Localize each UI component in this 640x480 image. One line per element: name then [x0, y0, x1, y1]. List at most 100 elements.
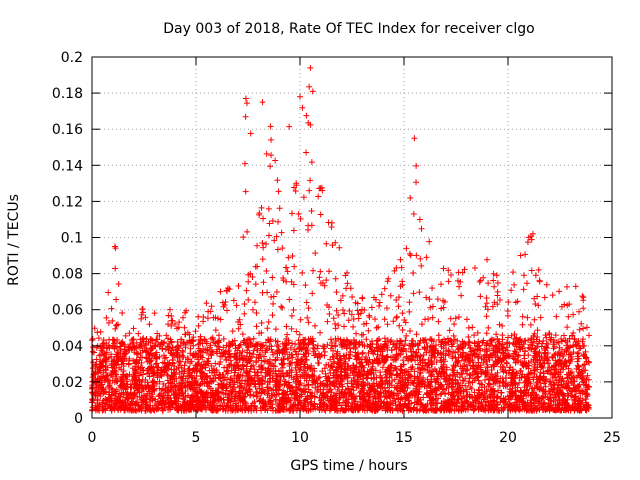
data-point [324, 318, 331, 325]
data-point [284, 268, 291, 275]
data-point [139, 306, 146, 313]
data-point [368, 304, 375, 311]
data-point [236, 316, 243, 323]
data-point [364, 380, 371, 387]
data-point [310, 341, 317, 348]
data-point [95, 369, 102, 376]
data-point [556, 288, 563, 295]
data-point [387, 292, 394, 299]
data-point [429, 314, 436, 321]
data-point [89, 348, 96, 355]
data-point [402, 337, 409, 344]
data-point [220, 344, 227, 351]
data-point [287, 360, 294, 367]
data-point [413, 179, 420, 186]
data-point [399, 310, 406, 317]
data-point [310, 267, 317, 274]
data-point [407, 195, 414, 202]
data-point [219, 299, 226, 306]
data-point [319, 279, 326, 286]
data-point [376, 299, 383, 306]
data-point [89, 335, 96, 342]
data-point [339, 306, 346, 313]
data-point [164, 371, 171, 378]
data-point [349, 293, 356, 300]
data-point [142, 340, 149, 347]
data-point [242, 188, 249, 195]
data-point [305, 222, 312, 229]
data-point [483, 294, 490, 301]
data-point [395, 303, 402, 310]
data-point [245, 278, 252, 285]
data-point [324, 301, 331, 308]
data-point [295, 211, 302, 218]
data-point [260, 244, 267, 251]
data-point [262, 373, 269, 380]
data-points [89, 64, 593, 414]
data-point [406, 250, 413, 257]
data-point [490, 277, 497, 284]
data-point [451, 336, 458, 343]
data-point [328, 363, 335, 370]
data-point [586, 359, 593, 366]
data-point [316, 374, 323, 381]
data-point [125, 360, 132, 367]
data-point [477, 293, 484, 300]
data-point [429, 303, 436, 310]
data-point [344, 380, 351, 387]
data-point [269, 274, 276, 281]
data-point [390, 318, 397, 325]
data-point [559, 338, 566, 345]
data-point [353, 330, 360, 337]
data-point [537, 314, 544, 321]
data-point [260, 342, 267, 349]
data-point [466, 356, 473, 363]
data-point [216, 337, 223, 344]
data-point [115, 281, 122, 288]
data-point [142, 348, 149, 355]
data-point [423, 294, 430, 301]
data-point [360, 321, 367, 328]
data-point [300, 194, 307, 201]
data-point [253, 310, 260, 317]
data-point [150, 372, 157, 379]
data-point [276, 205, 283, 212]
data-point [130, 325, 137, 332]
data-point [241, 160, 248, 167]
data-point [493, 331, 500, 338]
data-point [483, 300, 490, 307]
data-point [195, 322, 202, 329]
data-point [208, 303, 215, 310]
data-point [335, 322, 342, 329]
data-point [263, 150, 270, 157]
data-point [393, 297, 400, 304]
data-point [212, 360, 219, 367]
data-point [258, 204, 265, 211]
data-point [254, 263, 261, 270]
data-point [376, 303, 383, 310]
data-point [570, 311, 577, 318]
data-point [137, 369, 144, 376]
data-point [381, 285, 388, 292]
data-point [528, 346, 535, 353]
data-point [258, 319, 265, 326]
data-point [429, 360, 436, 367]
data-point [366, 314, 373, 321]
data-point [354, 307, 361, 314]
data-point [317, 211, 324, 218]
data-point [398, 264, 405, 271]
data-point [447, 372, 454, 379]
data-point [393, 313, 400, 320]
data-point [511, 281, 518, 288]
data-point [443, 364, 450, 371]
data-point [414, 373, 421, 380]
data-point [543, 281, 550, 288]
data-point [283, 264, 290, 271]
data-point [296, 331, 303, 338]
data-point [484, 256, 491, 263]
data-point [474, 374, 481, 381]
data-point [310, 348, 317, 355]
data-point [465, 333, 472, 340]
data-point [265, 318, 272, 325]
data-point [485, 324, 492, 331]
